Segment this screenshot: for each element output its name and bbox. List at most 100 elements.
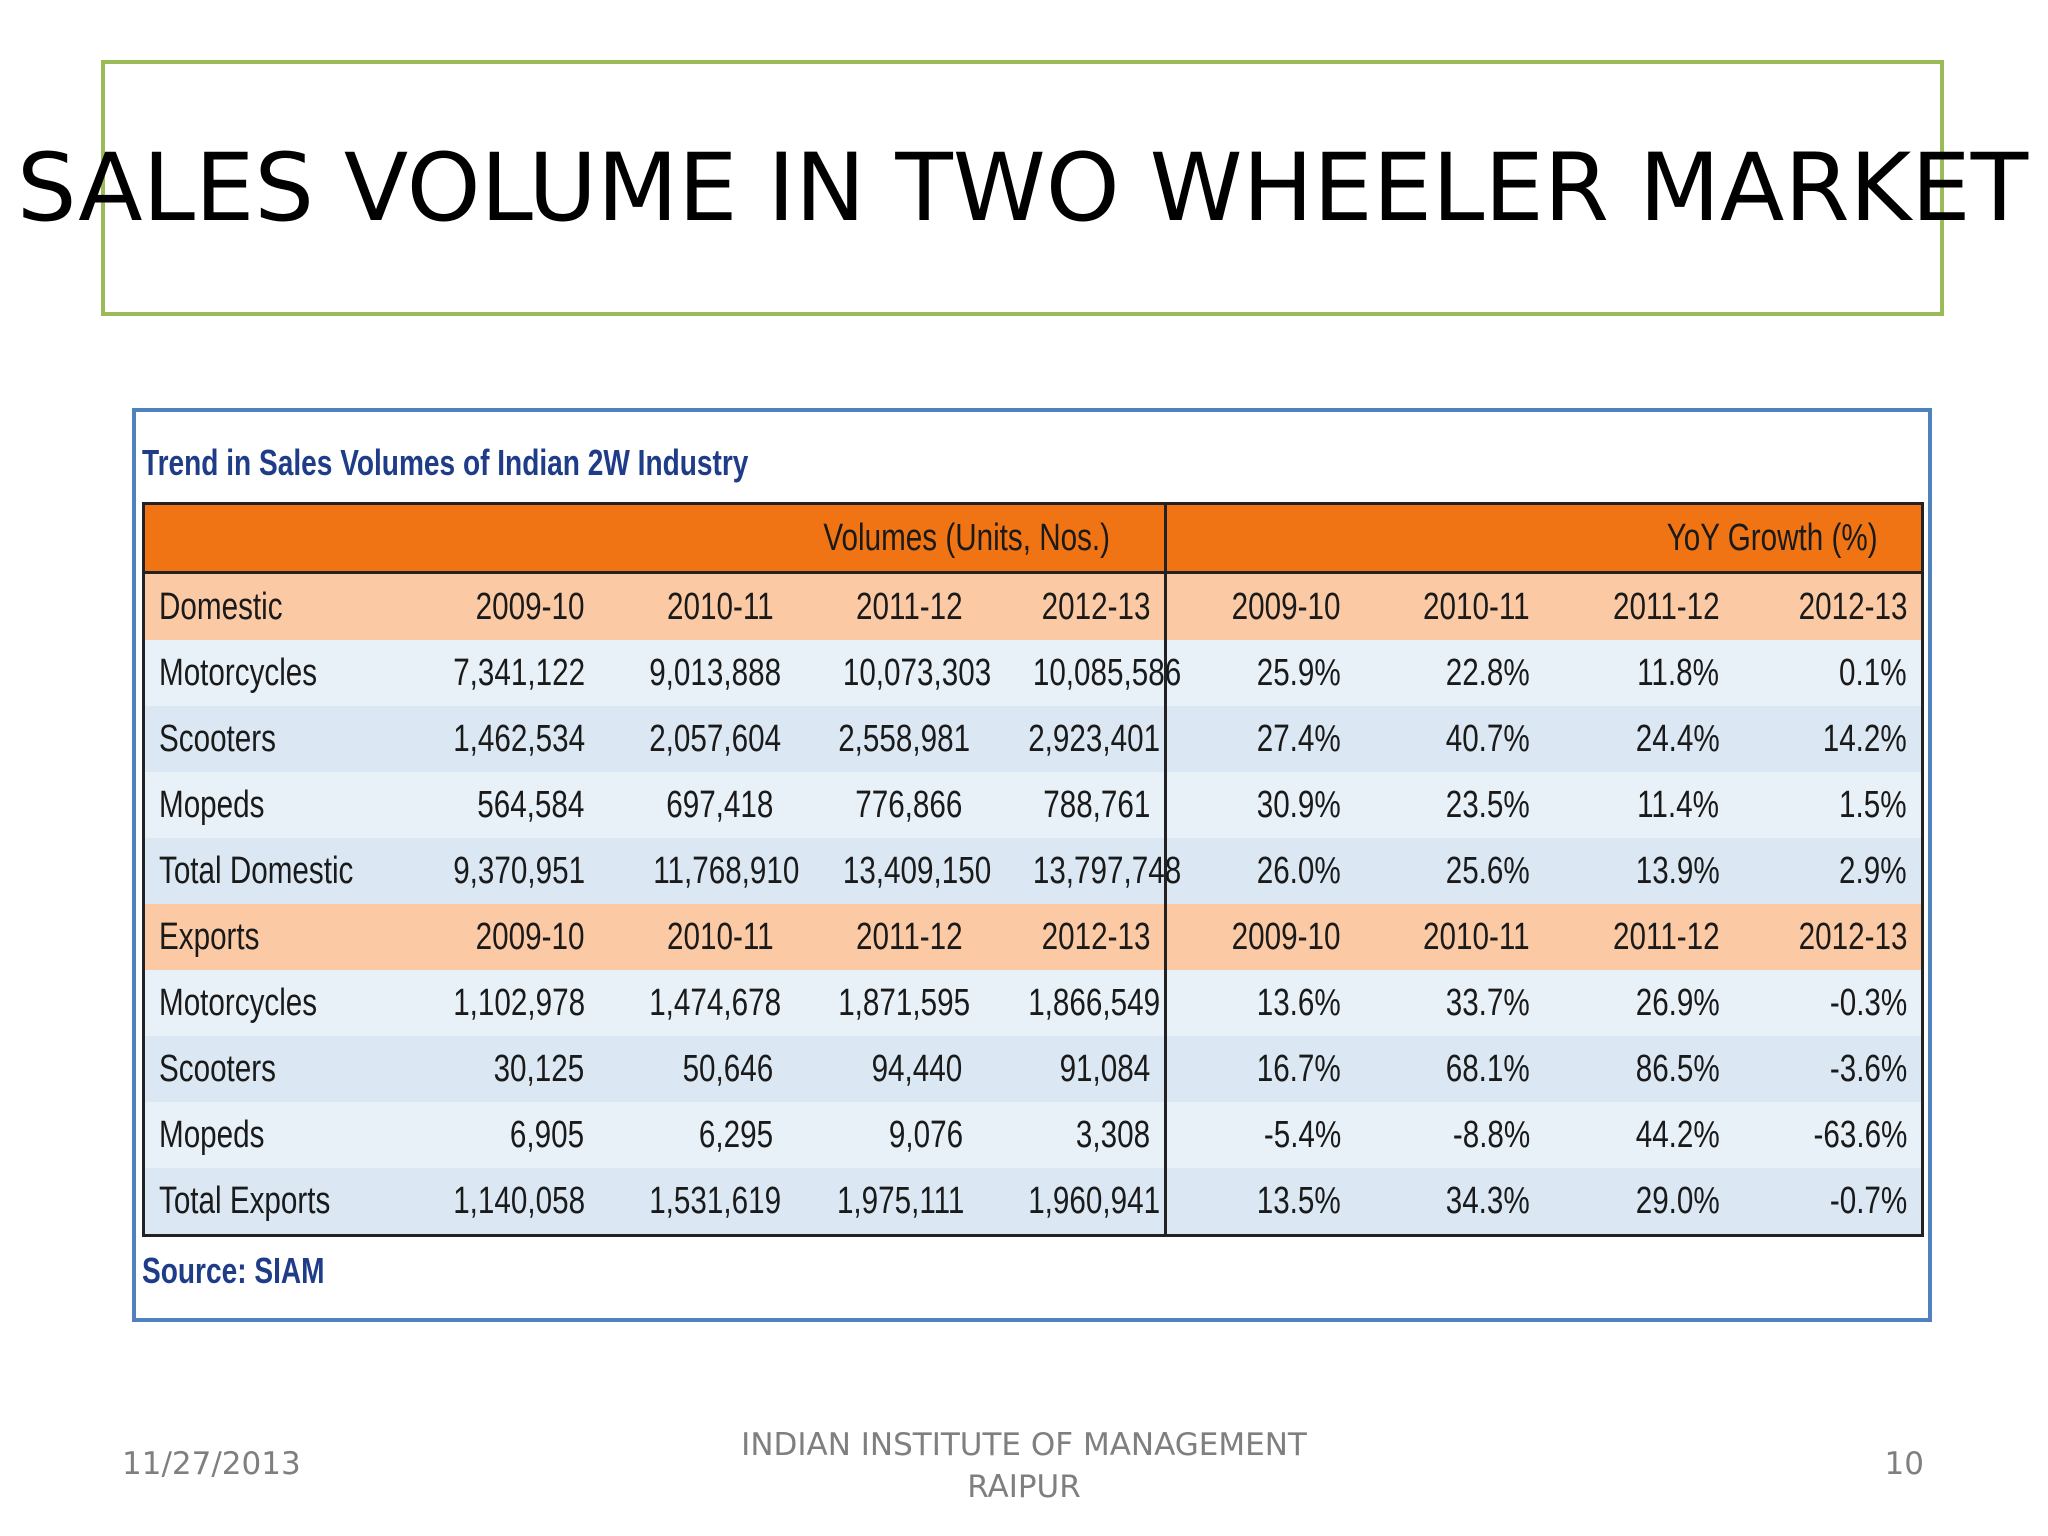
- table-cell: 776,866: [787, 772, 977, 838]
- sales-volume-table: Volumes (Units, Nos.) YoY Growth (%) Dom…: [142, 502, 1924, 1237]
- section-label: Exports: [143, 904, 402, 970]
- growth-group-header: YoY Growth (%): [1165, 503, 1923, 574]
- table-cell: 25.6%: [1354, 838, 1545, 904]
- table-cell: -3.6%: [1733, 1036, 1923, 1102]
- year-header: 2011-12: [1544, 572, 1734, 640]
- table-cell: 68.1%: [1354, 1036, 1545, 1102]
- row-label: Scooters: [143, 1036, 402, 1102]
- table-cell: 1,871,595: [787, 970, 977, 1036]
- table-cell: 2,057,604: [598, 706, 788, 772]
- table-row: Scooters 1,462,534 2,057,604 2,558,981 2…: [143, 706, 1923, 772]
- table-cell: 3,308: [976, 1102, 1168, 1168]
- table-cell: 1,975,111: [787, 1168, 977, 1236]
- page-number: 10: [1884, 1446, 1924, 1482]
- table-cell: 23.5%: [1354, 772, 1545, 838]
- year-header: 2010-11: [1354, 904, 1545, 970]
- group-header-row: Volumes (Units, Nos.) YoY Growth (%): [143, 503, 1923, 574]
- footer-date: 11/27/2013: [122, 1446, 301, 1482]
- table-cell: 6,295: [598, 1102, 788, 1168]
- table-cell: 30,125: [401, 1036, 599, 1102]
- table-cell: 86.5%: [1544, 1036, 1734, 1102]
- table-cell: 26.0%: [1165, 838, 1355, 904]
- table-cell: 564,584: [401, 772, 599, 838]
- table-cell: 11.4%: [1544, 772, 1734, 838]
- table-cell: 16.7%: [1165, 1036, 1355, 1102]
- row-label: Total Domestic: [143, 838, 402, 904]
- table-cell: 697,418: [598, 772, 788, 838]
- year-header: 2011-12: [787, 572, 977, 640]
- table-cell: 2,923,401: [976, 706, 1168, 772]
- table-cell: 44.2%: [1544, 1102, 1734, 1168]
- year-header: 2009-10: [401, 904, 599, 970]
- year-header: 2009-10: [1165, 904, 1355, 970]
- table-cell: 1,960,941: [976, 1168, 1168, 1236]
- table-cell: 50,646: [598, 1036, 788, 1102]
- table-cell: 9,076: [787, 1102, 977, 1168]
- row-label: Motorcycles: [143, 970, 402, 1036]
- table-cell: 11.8%: [1544, 640, 1734, 706]
- table-cell: 11,768,910: [598, 838, 800, 904]
- exports-section-header: Exports 2009-10 2010-11 2011-12 2012-13 …: [143, 904, 1923, 970]
- table-row: Mopeds 6,905 6,295 9,076 3,308 -5.4% -8.…: [143, 1102, 1923, 1168]
- table-cell: 13.9%: [1544, 838, 1734, 904]
- year-header: 2010-11: [598, 572, 788, 640]
- table-cell: 33.7%: [1354, 970, 1545, 1036]
- table-cell: -63.6%: [1733, 1102, 1923, 1168]
- table-cell: 9,370,951: [401, 838, 599, 904]
- table-cell: -0.3%: [1733, 970, 1923, 1036]
- year-header: 2011-12: [787, 904, 977, 970]
- table-cell: 91,084: [976, 1036, 1168, 1102]
- table-cell: 1,140,058: [401, 1168, 599, 1236]
- volumes-group-header: Volumes (Units, Nos.): [143, 503, 1168, 574]
- table-row: Mopeds 564,584 697,418 776,866 788,761 3…: [143, 772, 1923, 838]
- year-header: 2012-13: [1733, 572, 1923, 640]
- row-label: Scooters: [143, 706, 402, 772]
- table-cell: 34.3%: [1354, 1168, 1545, 1236]
- table-cell: 10,085,586: [976, 640, 1181, 706]
- table-cell: 24.4%: [1544, 706, 1734, 772]
- year-header: 2011-12: [1544, 904, 1734, 970]
- slide-title: SALES VOLUME IN TWO WHEELER MARKET: [16, 133, 2029, 243]
- table-cell: 13.5%: [1165, 1168, 1355, 1236]
- table-cell: 27.4%: [1165, 706, 1355, 772]
- slide-title-box: SALES VOLUME IN TWO WHEELER MARKET: [17, 60, 2028, 316]
- table-cell: 1,866,549: [976, 970, 1168, 1036]
- table-cell: 13,409,150: [787, 838, 992, 904]
- table-cell: 1.5%: [1733, 772, 1923, 838]
- row-label: Motorcycles: [143, 640, 402, 706]
- year-header: 2009-10: [401, 572, 599, 640]
- year-header: 2012-13: [976, 572, 1168, 640]
- table-cell: 22.8%: [1354, 640, 1545, 706]
- table-cell: 14.2%: [1733, 706, 1923, 772]
- table-cell: 2.9%: [1733, 838, 1923, 904]
- table-cell: 6,905: [401, 1102, 599, 1168]
- table-source: Source: SIAM: [142, 1250, 325, 1291]
- section-label: Domestic: [143, 572, 402, 640]
- table-row: Motorcycles 1,102,978 1,474,678 1,871,59…: [143, 970, 1923, 1036]
- row-label: Mopeds: [143, 1102, 402, 1168]
- table-cell: 0.1%: [1733, 640, 1923, 706]
- footer-institute: INDIAN INSTITUTE OF MANAGEMENT RAIPUR: [700, 1424, 1348, 1508]
- table-cell: 30.9%: [1165, 772, 1355, 838]
- row-label: Total Exports: [143, 1168, 402, 1236]
- year-header: 2012-13: [976, 904, 1168, 970]
- table-image-frame: Trend in Sales Volumes of Indian 2W Indu…: [132, 408, 1932, 1322]
- table-cell: 26.9%: [1544, 970, 1734, 1036]
- year-header: 2010-11: [598, 904, 788, 970]
- table-cell: 13,797,748: [976, 838, 1181, 904]
- table-cell: 1,462,534: [401, 706, 599, 772]
- footer-institute-line1: INDIAN INSTITUTE OF MANAGEMENT: [741, 1427, 1307, 1463]
- table-cell: -5.4%: [1165, 1102, 1355, 1168]
- table-cell: 13.6%: [1165, 970, 1355, 1036]
- year-header: 2012-13: [1733, 904, 1923, 970]
- table-cell: 7,341,122: [401, 640, 599, 706]
- year-header: 2009-10: [1165, 572, 1355, 640]
- domestic-section-header: Domestic 2009-10 2010-11 2011-12 2012-13…: [143, 572, 1923, 640]
- table-cell: -0.7%: [1733, 1168, 1923, 1236]
- table-caption: Trend in Sales Volumes of Indian 2W Indu…: [142, 442, 749, 483]
- table-cell: 25.9%: [1165, 640, 1355, 706]
- table-cell: 1,102,978: [401, 970, 599, 1036]
- total-row: Total Exports 1,140,058 1,531,619 1,975,…: [143, 1168, 1923, 1236]
- table-cell: -8.8%: [1354, 1102, 1545, 1168]
- total-row: Total Domestic 9,370,951 11,768,910 13,4…: [143, 838, 1923, 904]
